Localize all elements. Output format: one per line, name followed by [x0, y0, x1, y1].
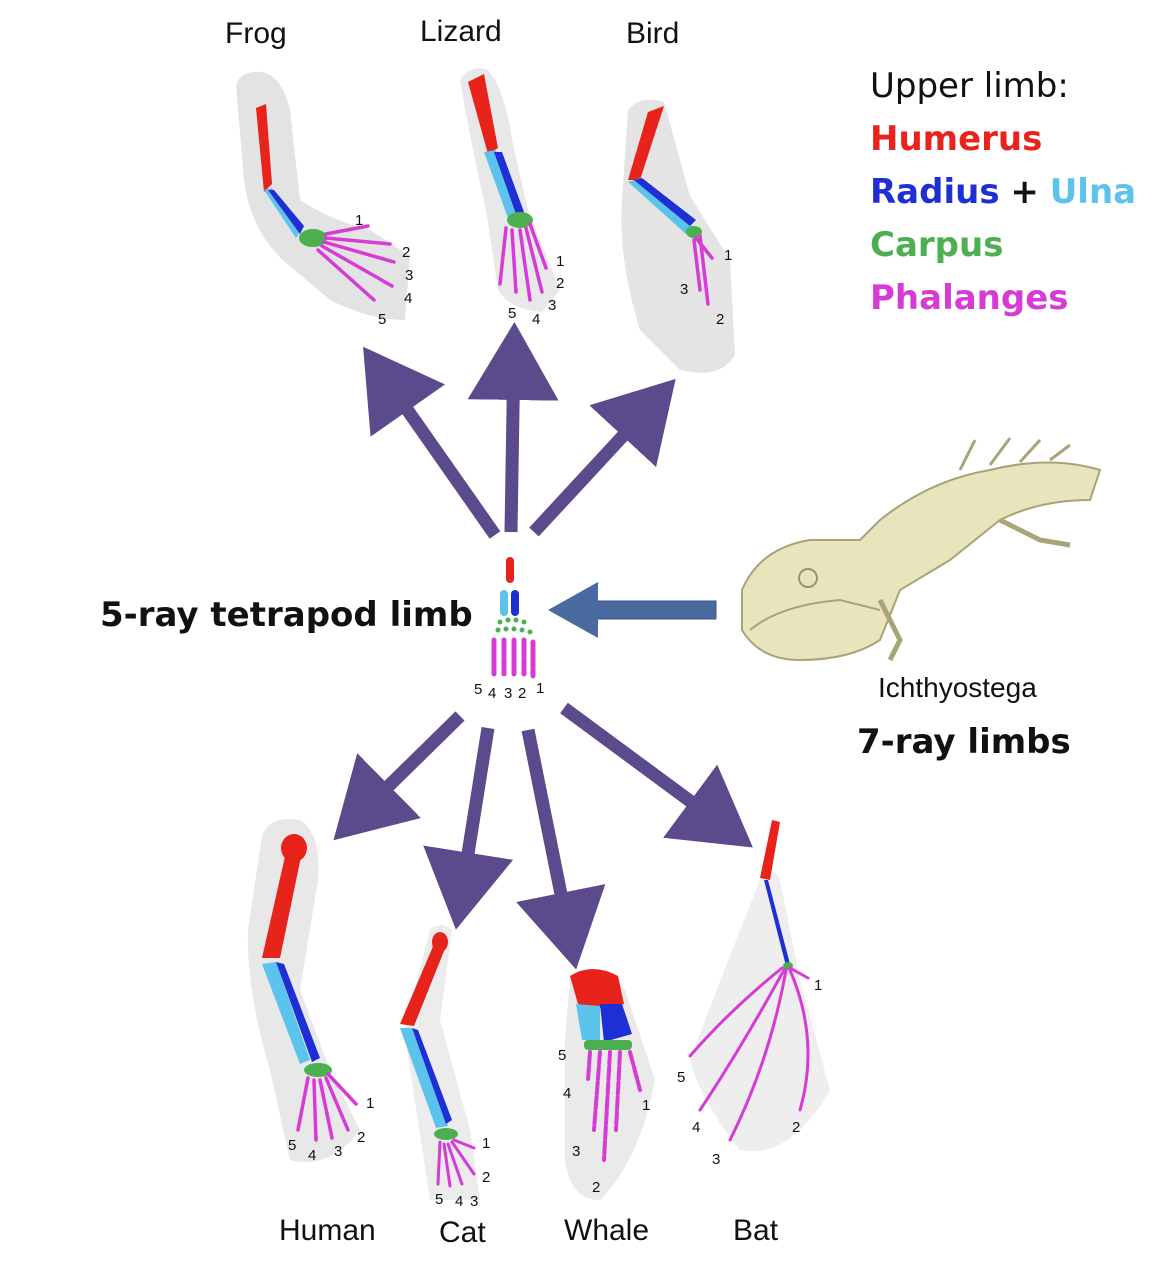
- arrow-to-bird: [529, 378, 676, 537]
- digit-label: 3: [680, 281, 688, 298]
- label-ichthyostega: Ichthyostega: [878, 672, 1037, 703]
- digit-label: 4: [488, 685, 496, 702]
- digit-label: 3: [470, 1193, 478, 1210]
- digit-label: 1: [366, 1095, 374, 1112]
- digit-label: 3: [712, 1151, 720, 1168]
- legend-carpus: Carpus: [870, 225, 1004, 265]
- legend-plus: +: [1010, 172, 1039, 212]
- bat-limb: [688, 820, 830, 1152]
- digit-label: 2: [357, 1129, 365, 1146]
- digit-label: 2: [556, 275, 564, 292]
- label-ancestral-limb: 5-ray tetrapod limb: [100, 595, 473, 635]
- legend-phalanges: Phalanges: [870, 278, 1069, 318]
- digit-label: 2: [792, 1119, 800, 1136]
- digit-label: 4: [692, 1119, 700, 1136]
- label-human: Human: [279, 1214, 376, 1247]
- label-whale: Whale: [564, 1214, 650, 1247]
- bat-digit-labels: 1 5 4 2 3: [677, 977, 822, 1168]
- lizard-limb: [460, 68, 560, 312]
- bird-digit-labels: 1 3 2: [680, 247, 732, 328]
- legend-radius: Radius: [870, 172, 1000, 212]
- legend-radius-ulna-row: Radius + Ulna: [870, 166, 1136, 219]
- digit-label: 1: [556, 253, 564, 270]
- ancestral-digit-labels: 5 4 3 2 1: [474, 680, 544, 702]
- legend-humerus: Humerus: [870, 119, 1043, 159]
- frog-limb: [236, 71, 410, 321]
- digit-label: 4: [563, 1085, 571, 1102]
- arrow-to-bat: [560, 702, 753, 848]
- human-limb: [247, 819, 360, 1162]
- digit-label: 1: [482, 1135, 490, 1152]
- digit-label: 3: [504, 685, 512, 702]
- legend-ulna: Ulna: [1049, 172, 1137, 212]
- whale-limb: [565, 969, 655, 1200]
- digit-label: 3: [334, 1143, 342, 1160]
- digit-label: 2: [482, 1169, 490, 1186]
- digit-label: 5: [677, 1069, 685, 1086]
- label-lizard: Lizard: [420, 15, 502, 48]
- label-bat: Bat: [733, 1214, 779, 1247]
- digit-label: 5: [378, 311, 386, 328]
- digit-label: 5: [558, 1047, 566, 1064]
- arrow-to-human: [333, 711, 465, 841]
- arrow-to-whale: [516, 728, 606, 970]
- arrow-to-frog: [363, 346, 501, 539]
- arrow-from-ichthyostega: [548, 582, 717, 638]
- digit-label: 1: [536, 680, 544, 697]
- digit-label: 2: [402, 244, 410, 261]
- digit-label: 4: [308, 1147, 316, 1164]
- digit-label: 4: [532, 311, 540, 328]
- digit-label: 2: [518, 685, 526, 702]
- digit-label: 1: [355, 212, 363, 229]
- label-frog: Frog: [225, 17, 287, 50]
- digit-label: 2: [716, 311, 724, 328]
- lizard-digit-labels: 1 2 3 4 5: [508, 253, 564, 328]
- digit-label: 4: [404, 290, 412, 307]
- digit-label: 5: [508, 305, 516, 322]
- digit-label: 5: [288, 1137, 296, 1154]
- arrow-to-lizard: [467, 322, 559, 533]
- digit-label: 3: [572, 1143, 580, 1160]
- label-cat: Cat: [439, 1216, 486, 1249]
- whale-digit-labels: 5 4 1 3 2: [558, 1047, 650, 1196]
- digit-label: 1: [642, 1097, 650, 1114]
- human-digit-labels: 1 2 3 4 5: [288, 1095, 374, 1164]
- ancestral-limb: [491, 557, 536, 679]
- digit-label: 5: [474, 681, 482, 698]
- digit-label: 1: [724, 247, 732, 264]
- cat-digit-labels: 1 2 3 4 5: [435, 1135, 490, 1210]
- arrow-to-cat: [423, 726, 514, 930]
- frog-digit-labels: 1 2 3 4 5: [355, 212, 413, 328]
- cat-limb: [400, 925, 480, 1200]
- legend-heading: Upper limb:: [870, 66, 1069, 106]
- legend: Upper limb: Humerus Radius + Ulna Carpus…: [870, 60, 1136, 325]
- digit-label: 2: [592, 1179, 600, 1196]
- bird-limb: [621, 99, 735, 373]
- digit-label: 5: [435, 1191, 443, 1208]
- digit-label: 4: [455, 1193, 463, 1210]
- label-bird: Bird: [626, 17, 680, 50]
- digit-label: 3: [548, 297, 556, 314]
- digit-label: 1: [814, 977, 822, 994]
- label-seven-ray-limbs: 7-ray limbs: [857, 722, 1071, 762]
- ichthyostega-skeleton: [741, 437, 1102, 662]
- digit-label: 3: [405, 267, 413, 284]
